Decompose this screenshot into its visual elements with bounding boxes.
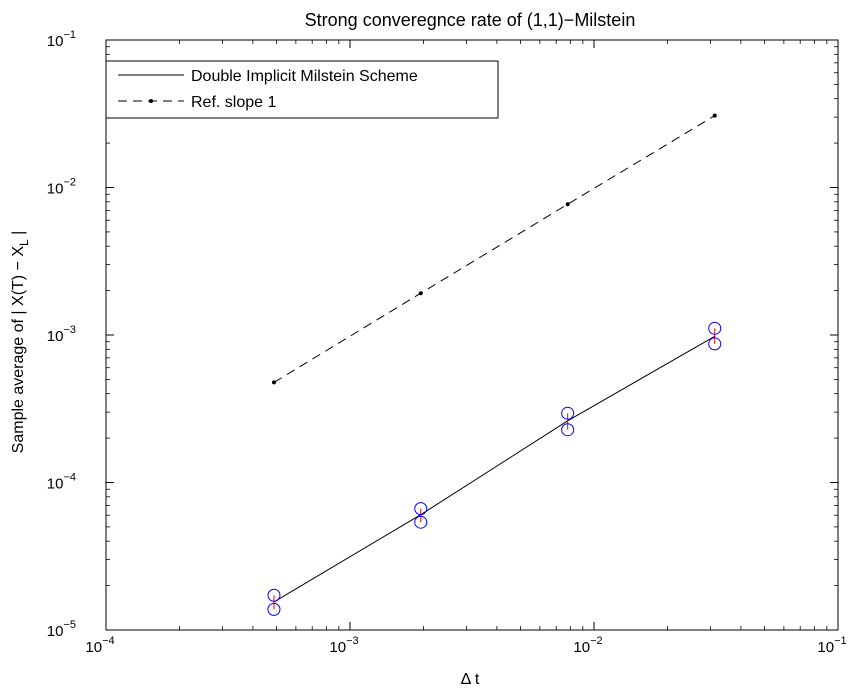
legend: Double Implicit Milstein Scheme Ref. slo… [105,60,499,119]
series-point-1 [271,380,276,385]
error-bar-upper-circle [267,588,281,602]
x-tick-exponent: −2 [590,635,603,647]
y-tick-exponent: −2 [63,177,76,189]
x-tick-exponent: −3 [346,635,359,647]
legend-box [105,60,499,119]
y-tick-exponent: −1 [63,29,76,41]
error-bar-upper-circle [561,406,575,420]
y-tick-exponent: −3 [63,324,76,336]
series-point-1 [565,202,570,207]
y-tick-exponent: −5 [63,619,76,631]
x-tick-exponent: −1 [834,635,847,647]
error-bar-lower-circle [414,515,428,529]
y-axis-label-subscript: L [17,239,31,246]
y-tick-exponent: −4 [63,472,76,484]
y-axis-label-end: | [10,231,27,240]
error-bar-upper-circle [708,321,722,335]
y-axis-label: Sample average of | X(T) − XL | [10,231,31,454]
series-point-1 [712,113,717,118]
legend-label-double-implicit: Double Implicit Milstein Scheme [191,68,418,85]
error-bar-upper-circle [414,502,428,516]
error-bar-lower-circle [561,423,575,437]
legend-label-ref-slope: Ref. slope 1 [191,94,276,111]
series-point-1 [418,291,423,296]
error-bar-lower-circle [267,602,281,616]
x-axis-label: Δ t [461,671,480,688]
legend-swatch-dot [149,99,153,103]
x-tick-exponent: −4 [102,635,115,647]
error-bar-lower-circle [708,337,722,351]
series-line-0 [273,335,715,603]
series-line-1 [273,115,716,383]
y-axis-label-main: Sample average of | X(T) − X [10,246,27,454]
chart-title: Strong converegnce rate of (1,1)−Milstei… [305,10,636,30]
